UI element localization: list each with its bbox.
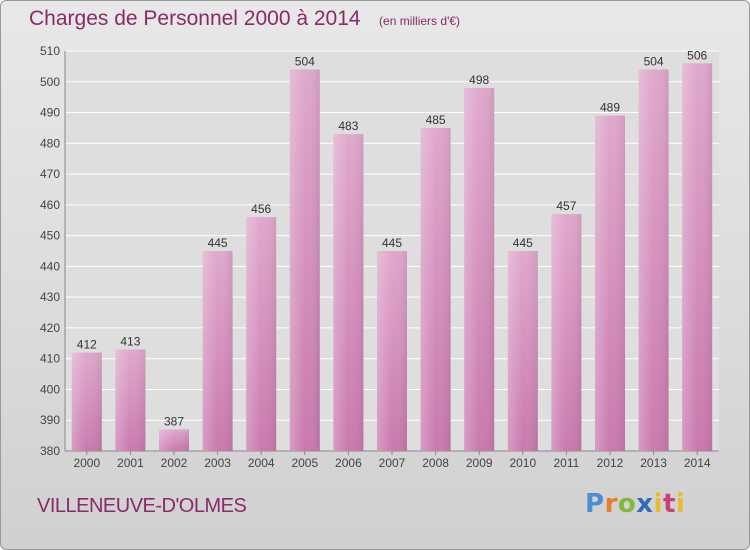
bar-shade <box>115 349 146 451</box>
bar-shade <box>464 87 495 451</box>
bar-shade <box>682 63 713 452</box>
bar-shade <box>246 217 277 451</box>
x-tick-label: 2000 <box>73 456 100 470</box>
bar-shade <box>638 69 669 451</box>
x-tick-label: 2013 <box>640 456 667 470</box>
y-tick-label: 470 <box>40 167 60 181</box>
y-tick-label: 390 <box>40 413 60 427</box>
x-tick-label: 2010 <box>509 456 536 470</box>
y-tick-label: 500 <box>40 75 60 89</box>
bar-shade <box>507 251 538 451</box>
data-label: 485 <box>426 113 446 127</box>
x-tick-label: 2001 <box>117 456 144 470</box>
x-tick-label: 2006 <box>335 456 362 470</box>
commune-name: VILLENEUVE-D'OLMES <box>37 495 247 517</box>
chart-title-main: Charges de Personnel 2000 à 2014 <box>29 7 361 30</box>
x-tick-label: 2003 <box>204 456 231 470</box>
chart-title: Charges de Personnel 2000 à 2014 (en mil… <box>29 7 460 31</box>
data-label: 506 <box>687 48 707 62</box>
x-tick-label: 2005 <box>291 456 318 470</box>
y-tick-label: 400 <box>40 382 60 396</box>
bar-shade <box>377 251 407 451</box>
x-tick-label: 2011 <box>553 456 579 470</box>
x-tick-label: 2002 <box>161 456 188 470</box>
y-tick-label: 480 <box>40 136 60 150</box>
bar-shade <box>595 115 625 451</box>
x-tick-label: 2008 <box>422 456 449 470</box>
bar-shade <box>551 214 582 451</box>
x-tick-label: 2014 <box>684 456 711 470</box>
data-label: 504 <box>295 54 315 68</box>
bar-shade <box>289 69 320 451</box>
data-label: 489 <box>600 101 620 115</box>
data-label: 445 <box>382 236 402 250</box>
y-tick-label: 430 <box>40 290 60 304</box>
data-label: 445 <box>208 236 228 250</box>
y-tick-label: 410 <box>40 352 60 366</box>
data-label: 412 <box>77 338 97 352</box>
data-label: 413 <box>120 334 140 348</box>
x-tick-label: 2004 <box>248 456 275 470</box>
data-label: 456 <box>251 202 271 216</box>
bar-shade <box>202 251 233 451</box>
data-label: 445 <box>513 236 533 250</box>
x-tick-label: 2012 <box>597 456 624 470</box>
bar-shade <box>159 429 189 451</box>
data-label: 498 <box>469 73 489 87</box>
y-tick-label: 380 <box>40 444 60 458</box>
y-tick-label: 460 <box>40 198 60 212</box>
bar-shade <box>71 352 102 451</box>
bar-shade <box>420 127 451 451</box>
y-tick-label: 420 <box>40 321 60 335</box>
x-tick-label: 2009 <box>466 456 493 470</box>
data-label: 457 <box>556 199 576 213</box>
chart-title-unit: (en milliers d'€) <box>379 14 461 28</box>
data-label: 504 <box>644 54 664 68</box>
y-tick-label: 440 <box>40 259 60 273</box>
bar-shade <box>333 134 364 452</box>
y-tick-label: 510 <box>40 44 60 58</box>
proxiti-logo: Proxiti <box>585 489 686 519</box>
x-tick-label: 2007 <box>379 456 406 470</box>
y-tick-label: 490 <box>40 106 60 120</box>
y-tick-label: 450 <box>40 229 60 243</box>
data-label: 483 <box>338 119 358 133</box>
data-label: 387 <box>164 414 184 428</box>
